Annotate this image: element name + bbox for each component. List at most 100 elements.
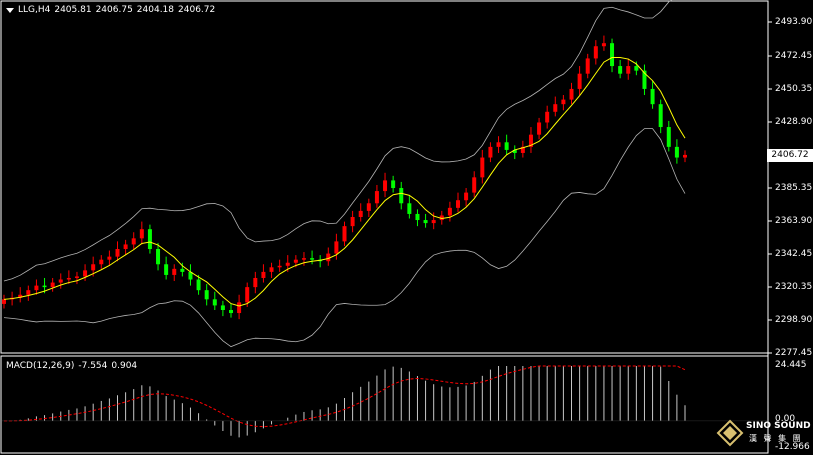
candle-body: [261, 271, 266, 278]
candle-body: [342, 226, 347, 242]
price-tick: 2428.90: [775, 117, 813, 127]
candle-body: [107, 256, 112, 260]
candle-body: [650, 88, 655, 105]
candle-body: [464, 192, 469, 201]
candle-body: [496, 142, 501, 147]
candle-body: [415, 213, 420, 221]
candle-body: [666, 127, 671, 147]
macd-tick: 24.445: [775, 360, 807, 370]
price-tick: 2385.35: [775, 183, 813, 193]
candle-body: [545, 111, 550, 123]
candle-body: [391, 180, 396, 189]
price-tick: 2320.35: [775, 282, 813, 292]
price-tick: 2363.90: [775, 216, 813, 226]
price-tick: 2342.45: [775, 249, 813, 259]
candle-body: [504, 142, 509, 150]
candle-body: [18, 294, 23, 298]
candle-body: [277, 265, 282, 268]
candle-body: [593, 46, 598, 59]
logo-diamond-icon: [716, 419, 744, 447]
candle-body: [658, 104, 663, 128]
macd-main-value: -7.554: [78, 361, 108, 371]
candle-body: [423, 220, 428, 224]
price-tick: 2298.90: [775, 315, 813, 325]
candle-body: [188, 271, 193, 280]
macd-name: MACD(12,26,9): [6, 361, 75, 371]
high-value: 2406.75: [95, 5, 133, 15]
candle-body: [269, 267, 274, 272]
candle-body: [585, 58, 590, 74]
candle-body: [172, 268, 177, 275]
candle-body: [42, 285, 47, 288]
candle-body: [147, 229, 152, 250]
candle-body: [618, 66, 623, 74]
candle-body: [537, 122, 542, 135]
candle-body: [431, 220, 436, 224]
candle-body: [399, 188, 404, 204]
chart-header: LLG,H4 2405.81 2406.75 2404.18 2406.72: [6, 5, 215, 15]
price-tick: 2493.90: [775, 17, 813, 27]
candle-body: [204, 290, 209, 300]
candle-body: [180, 268, 185, 272]
candle-body: [528, 134, 533, 147]
sino-sound-logo: [716, 419, 744, 447]
candle-body: [334, 241, 339, 254]
candle-body: [196, 279, 201, 291]
candle-body: [407, 203, 412, 214]
candle-body: [115, 249, 120, 257]
candle-body: [212, 299, 217, 306]
price-tick: 2472.45: [775, 51, 813, 61]
bollinger-lower-line: [3, 128, 686, 348]
candle-body: [683, 154, 687, 158]
candle-body: [66, 277, 71, 280]
candle-body: [569, 88, 574, 100]
candle-body: [164, 264, 169, 275]
macd-signal-line: [3, 365, 686, 428]
candle-body: [512, 149, 517, 153]
candle-body: [374, 191, 379, 204]
macd-header: MACD(12,26,9) -7.554 0.904: [6, 361, 137, 371]
candle-body: [285, 262, 290, 266]
candle-body: [553, 104, 558, 112]
candle-body: [488, 146, 493, 158]
candle-body: [91, 264, 96, 271]
candle-body: [301, 258, 306, 260]
candle-body: [520, 146, 525, 153]
candle-body: [642, 70, 647, 89]
macd-tick: 0.00: [775, 414, 796, 424]
candle-body: [561, 99, 566, 105]
current-price-marker: 2406.72: [767, 149, 813, 162]
candle-body: [326, 253, 331, 262]
candle-body: [123, 244, 128, 250]
candle-body: [456, 200, 460, 208]
candle-body: [229, 309, 233, 314]
logo-name: SINO SOUND: [746, 421, 811, 431]
candle-body: [74, 276, 79, 278]
candle-body: [383, 180, 388, 192]
macd-signal-value: 0.904: [111, 361, 138, 371]
candle-body: [472, 177, 477, 193]
candle-body: [245, 287, 250, 303]
moving-average-line: [3, 57, 686, 307]
candle-body: [366, 203, 371, 211]
candle-body: [99, 259, 104, 265]
candle-body: [34, 285, 39, 291]
candle-body: [447, 207, 452, 216]
candle-body: [310, 258, 315, 260]
candle-body: [610, 43, 615, 67]
close-value: 2406.72: [178, 5, 216, 15]
candle-body: [26, 290, 31, 295]
candle-body: [237, 302, 242, 314]
dropdown-arrow-icon[interactable]: [6, 8, 14, 13]
candle-body: [139, 229, 144, 239]
candle-body: [2, 299, 6, 304]
candle-body: [253, 277, 258, 288]
candle-body: [480, 157, 485, 178]
candle-body: [156, 249, 161, 265]
bollinger-upper-line: [3, 0, 672, 282]
macd-tick: -12.966: [775, 442, 810, 452]
candle-body: [634, 66, 639, 71]
candle-body: [601, 43, 606, 47]
